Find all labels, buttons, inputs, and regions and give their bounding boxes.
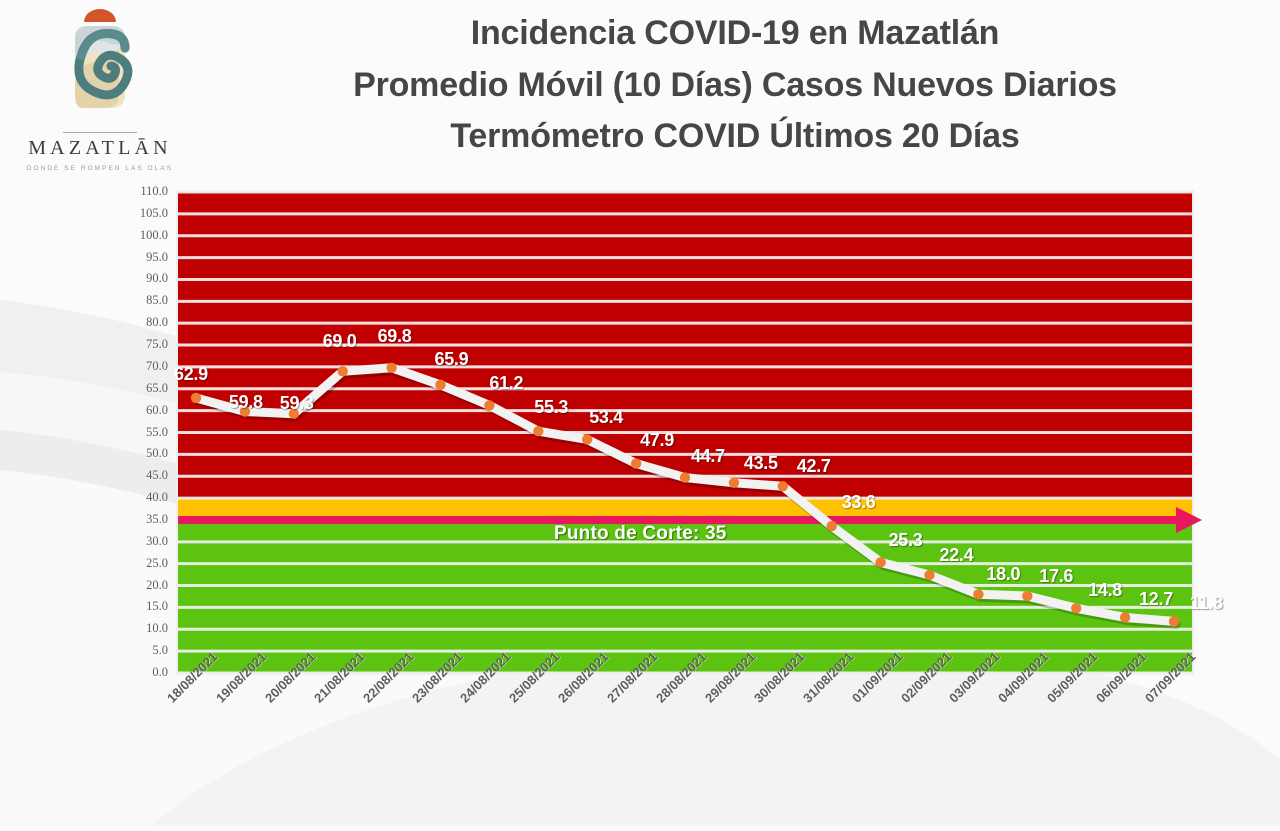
data-point-marker[interactable] [190,392,202,404]
y-axis-tick-label: 90.0 [146,271,168,286]
data-point-marker[interactable] [679,472,691,483]
mazatlan-logo: MAZATLĀN DONDE SE ROMPEN LAS OLAS [20,8,180,178]
data-point-marker[interactable] [1071,603,1082,614]
y-axis-tick-label: 95.0 [146,249,168,264]
data-point-marker[interactable] [484,400,495,411]
y-axis-tick-label: 105.0 [139,205,168,220]
y-axis-tick-label: 15.0 [146,599,168,614]
data-point-label: 59.3 [279,392,314,413]
data-point-marker[interactable] [728,477,740,488]
data-point-label: 22.4 [939,545,974,566]
logo-divider [63,132,137,133]
y-axis-tick-label: 60.0 [146,402,168,417]
y-axis-tick-label: 110.0 [140,184,168,198]
data-point-label: 17.6 [1039,566,1074,587]
data-point-label: 42.7 [796,456,831,477]
y-axis-tick-label: 40.0 [146,490,168,505]
y-axis-tick-label: 100.0 [139,227,168,242]
y-axis-tick-label: 0.0 [152,665,168,679]
y-axis-tick-label: 20.0 [146,577,168,592]
data-point-label: 18.0 [986,564,1021,585]
y-axis-tick-label: 35.0 [146,511,168,526]
logo-tagline: DONDE SE ROMPEN LAS OLAS [26,165,174,172]
data-point-marker[interactable] [630,458,642,469]
y-axis-tick-label: 10.0 [146,621,168,636]
data-point-marker[interactable] [777,481,788,492]
data-point-marker[interactable] [826,520,837,532]
cutoff-arrow-icon [1176,506,1202,533]
mazatlan-shell-logo-icon [74,9,133,108]
y-axis-tick-label: 25.0 [146,555,168,570]
y-axis-tick-label: 30.0 [146,533,168,548]
data-point-label: 55.3 [534,397,569,418]
data-point-marker[interactable] [1119,612,1131,623]
data-point-marker[interactable] [973,589,984,600]
data-point-label: 47.9 [640,429,674,450]
data-point-marker[interactable] [533,425,544,437]
data-point-marker[interactable] [288,408,299,419]
data-point-label: 43.5 [743,452,778,473]
chart-title: Incidencia COVID-19 en Mazatlán Promedio… [200,8,1270,163]
y-axis-tick-label: 55.0 [146,424,168,439]
data-point-marker[interactable] [1022,590,1033,602]
data-point-label: 44.7 [691,445,725,466]
data-point-marker[interactable] [1168,616,1180,627]
data-point-label: 65.9 [434,348,469,369]
data-point-marker[interactable] [435,379,446,391]
data-point-label: 14.8 [1088,580,1123,601]
data-point-label: 62.9 [174,363,208,384]
y-axis-tick-label: 80.0 [146,315,168,330]
data-point-marker[interactable] [875,557,886,568]
y-axis-tick-label: 70.0 [146,358,168,373]
logo-wordmark: MAZATLĀN [28,137,172,159]
y-axis-tick-label: 45.0 [146,468,168,483]
data-point-label: 25.3 [888,530,923,551]
data-point-marker[interactable] [924,569,935,581]
title-line-3: Termómetro COVID Últimos 20 Días [450,117,1020,156]
y-axis-tick-label: 50.0 [146,446,168,461]
data-point-label: 69.0 [322,331,357,352]
data-point-marker[interactable] [582,434,593,445]
title-line-1: Incidencia COVID-19 en Mazatlán [470,14,1000,52]
data-point-label: 53.4 [589,407,624,428]
y-axis-tick-label: 75.0 [146,337,168,352]
data-point-marker[interactable] [337,366,348,377]
cutoff-annotation-label: Punto de Corte: 35 [554,522,727,544]
data-point-marker[interactable] [239,406,251,417]
data-point-label: 11.8 [1190,593,1223,614]
y-axis-tick-label: 85.0 [146,293,168,308]
y-axis-tick-label: 5.0 [152,643,168,658]
band-zona-amarilla [178,498,1192,520]
data-point-marker[interactable] [386,362,397,373]
y-axis-tick-label: 65.0 [146,380,168,395]
title-line-2: Promedio Móvil (10 Días) Casos Nuevos Di… [353,65,1117,104]
data-point-label: 69.8 [377,325,412,346]
data-point-label: 12.7 [1139,589,1173,610]
data-point-label: 61.2 [489,373,524,394]
data-point-label: 59.8 [228,391,263,412]
data-point-label: 33.6 [841,492,876,513]
